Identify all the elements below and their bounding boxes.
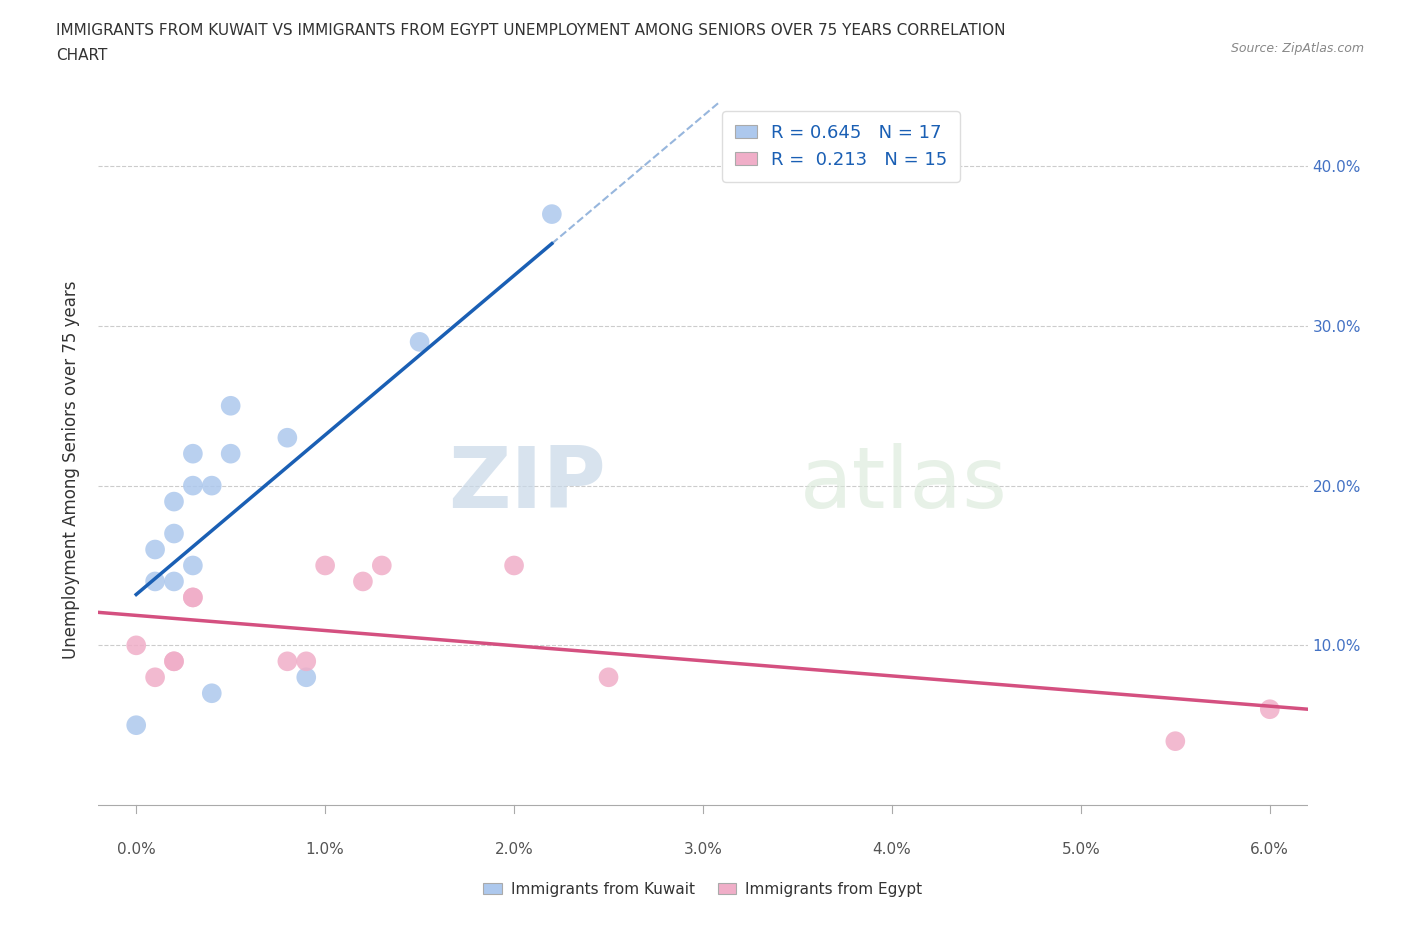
Point [163, 654, 186, 669]
Point [295, 670, 318, 684]
Point [219, 446, 242, 461]
Point [219, 398, 242, 413]
Y-axis label: Unemployment Among Seniors over 75 years: Unemployment Among Seniors over 75 years [62, 281, 80, 658]
Point [276, 654, 298, 669]
Point [181, 446, 204, 461]
Point [181, 478, 204, 493]
Point [352, 574, 374, 589]
Point [181, 590, 204, 604]
Point [371, 558, 394, 573]
Point [125, 638, 148, 653]
Point [163, 494, 186, 509]
Text: IMMIGRANTS FROM KUWAIT VS IMMIGRANTS FROM EGYPT UNEMPLOYMENT AMONG SENIORS OVER : IMMIGRANTS FROM KUWAIT VS IMMIGRANTS FRO… [56, 23, 1005, 38]
Point [201, 685, 224, 700]
Point [143, 542, 166, 557]
Point [125, 718, 148, 733]
Point [201, 478, 224, 493]
Point [143, 574, 166, 589]
Point [181, 558, 204, 573]
Point [163, 654, 186, 669]
Legend: Immigrants from Kuwait, Immigrants from Egypt: Immigrants from Kuwait, Immigrants from … [478, 876, 928, 903]
Point [276, 431, 298, 445]
Text: CHART: CHART [56, 48, 108, 63]
Point [143, 670, 166, 684]
Point [503, 558, 526, 573]
Point [598, 670, 620, 684]
Point [1164, 734, 1187, 749]
Point [1258, 702, 1281, 717]
Point [295, 654, 318, 669]
Point [540, 206, 562, 221]
Text: atlas: atlas [800, 443, 1008, 525]
Point [408, 335, 430, 350]
Point [314, 558, 336, 573]
Text: Source: ZipAtlas.com: Source: ZipAtlas.com [1230, 42, 1364, 55]
Text: ZIP: ZIP [449, 443, 606, 525]
Point [163, 526, 186, 541]
Point [181, 590, 204, 604]
Point [163, 574, 186, 589]
